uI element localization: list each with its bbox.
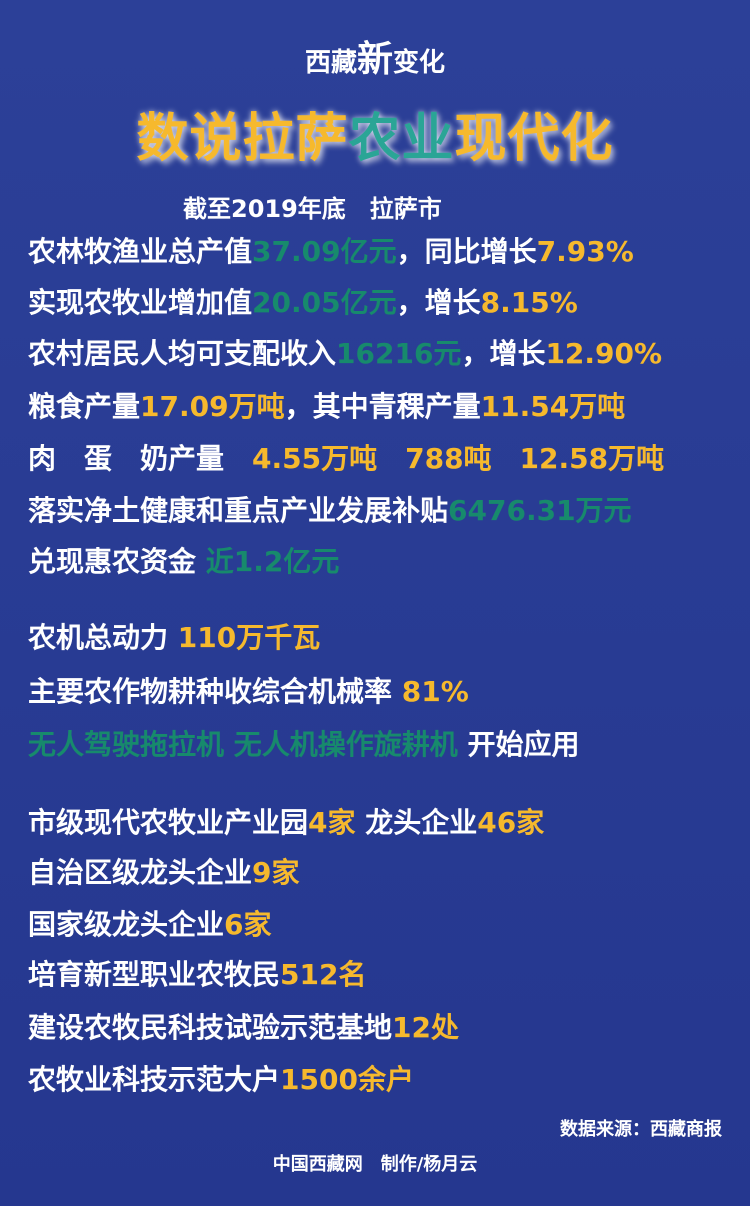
stat-label: 肉 蛋 奶产量 [28, 442, 253, 475]
stat-value: 37.09亿元 [252, 235, 397, 268]
stat-line: 农村居民人均可支配收入16216元，增长12.90% [28, 337, 662, 371]
title-part: 数说拉萨 [136, 109, 349, 169]
stat-label: 粮食产量 [28, 390, 141, 423]
stat-line: 肉 蛋 奶产量 4.55万吨 788吨 12.58万吨 [28, 442, 664, 476]
stat-label: ，增长 [396, 286, 481, 319]
stat-label: 建设农牧民科技试验示范基地 [28, 1011, 393, 1044]
stat-line: 无人驾驶拖拉机 无人机操作旋耕机 开始应用 [28, 728, 580, 762]
page-title: 数说拉萨农业现代化 [0, 96, 750, 171]
stat-value: 11.54万吨 [480, 390, 626, 423]
stat-label: 农村居民人均可支配收入 [28, 337, 337, 370]
stat-value: 近1.2亿元 [205, 545, 340, 578]
stat-value: 4.55万吨 788吨 12.58万吨 [252, 442, 665, 475]
stat-line: 农林牧渔业总产值37.09亿元，同比增长7.93% [28, 235, 634, 269]
credit: 中国西藏网 制作/杨月云 [272, 1154, 478, 1175]
stat-value: 12处 [392, 1011, 459, 1044]
data-source: 数据来源：西藏商报 [560, 1119, 722, 1140]
stat-value: 6476.31万元 [448, 494, 632, 527]
stat-label: 主要农作物耕种收综合机械率 [28, 675, 402, 708]
title-part-highlight: 农业 [348, 109, 455, 169]
brand-text-emphasis: 新 [356, 39, 393, 80]
stat-line: 国家级龙头企业6家 [28, 908, 272, 942]
stat-line: 兑现惠农资金 近1.2亿元 [28, 545, 339, 579]
stat-line: 培育新型职业农牧民512名 [28, 958, 366, 992]
stat-value: 46家 [477, 806, 545, 839]
stat-label: 实现农牧业增加值 [28, 286, 253, 319]
stat-value: 20.05亿元 [252, 286, 397, 319]
stat-label: 农林牧渔业总产值 [28, 235, 253, 268]
title-part: 现代化 [454, 109, 614, 169]
brand-text: 西藏 [304, 48, 357, 78]
stat-label: 开始应用 [467, 728, 580, 761]
stat-value: 81% [401, 675, 469, 708]
subtitle: 截至2019年底 拉萨市 [183, 195, 442, 223]
stat-line: 粮食产量17.09万吨，其中青稞产量11.54万吨 [28, 390, 625, 424]
stat-line: 主要农作物耕种收综合机械率 81% [28, 675, 469, 709]
stat-label: 市级现代农牧业产业园 [28, 806, 309, 839]
stat-value: 无人驾驶拖拉机 无人机操作旋耕机 [28, 728, 468, 761]
stat-line: 自治区级龙头企业9家 [28, 856, 300, 890]
stat-line: 实现农牧业增加值20.05亿元，增长8.15% [28, 286, 578, 320]
stat-value: 8.15% [480, 286, 578, 319]
stat-line: 农机总动力 110万千瓦 [28, 621, 320, 655]
stat-value: 1500余户 [280, 1063, 414, 1096]
stat-value: 6家 [224, 908, 272, 941]
brand-header: 西藏新变化 [0, 30, 750, 82]
stat-label: 龙头企业 [355, 806, 478, 839]
stat-label: 培育新型职业农牧民 [28, 958, 281, 991]
stat-value: 512名 [280, 958, 367, 991]
stat-label: 农机总动力 [28, 621, 178, 654]
stat-line: 落实净土健康和重点产业发展补贴6476.31万元 [28, 494, 632, 528]
stat-value: 7.93% [536, 235, 634, 268]
stat-line: 建设农牧民科技试验示范基地12处 [28, 1011, 459, 1045]
stat-value: 12.90% [545, 337, 663, 370]
stat-label: 兑现惠农资金 [28, 545, 206, 578]
stat-value: 9家 [252, 856, 300, 889]
stat-label: ，增长 [461, 337, 546, 370]
stat-label: 国家级龙头企业 [28, 908, 225, 941]
stat-label: 落实净土健康和重点产业发展补贴 [28, 494, 449, 527]
brand-text: 变化 [393, 48, 446, 78]
stat-label: 自治区级龙头企业 [28, 856, 253, 889]
stat-label: ，同比增长 [396, 235, 537, 268]
stat-value: 16216元 [336, 337, 462, 370]
stat-value: 110万千瓦 [177, 621, 321, 654]
stat-label: ，其中青稞产量 [284, 390, 481, 423]
stat-value: 4家 [308, 806, 356, 839]
stat-line: 市级现代农牧业产业园4家 龙头企业46家 [28, 806, 544, 840]
stat-value: 17.09万吨 [140, 390, 285, 423]
stat-line: 农牧业科技示范大户1500余户 [28, 1063, 414, 1097]
stat-label: 农牧业科技示范大户 [28, 1063, 281, 1096]
